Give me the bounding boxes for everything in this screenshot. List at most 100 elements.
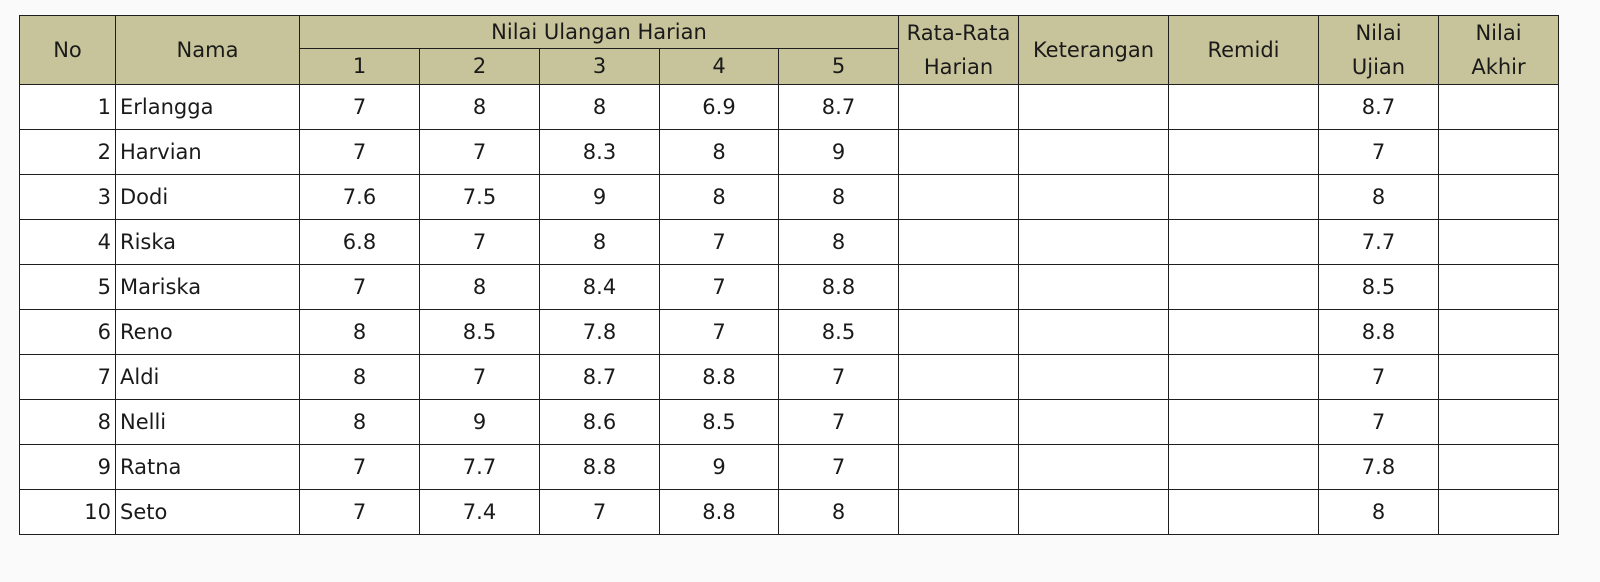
- cell-score-4[interactable]: 8.8: [659, 489, 779, 535]
- cell-nilai-ujian[interactable]: 7.8: [1318, 444, 1439, 490]
- cell-remidi[interactable]: [1168, 444, 1319, 490]
- cell-score-4[interactable]: 6.9: [659, 84, 779, 130]
- cell-keterangan[interactable]: [1018, 354, 1169, 400]
- header-test-3[interactable]: 3: [539, 47, 660, 86]
- cell-nama[interactable]: Nelli: [115, 399, 300, 445]
- cell-score-2[interactable]: 7: [419, 219, 540, 265]
- cell-score-5[interactable]: 8.5: [778, 309, 899, 355]
- header-no[interactable]: No: [19, 15, 116, 85]
- cell-score-2[interactable]: 7.7: [419, 444, 540, 490]
- cell-keterangan[interactable]: [1018, 129, 1169, 175]
- cell-score-3[interactable]: 8.7: [539, 354, 660, 400]
- cell-remidi[interactable]: [1168, 129, 1319, 175]
- cell-score-3[interactable]: 8.6: [539, 399, 660, 445]
- cell-keterangan[interactable]: [1018, 264, 1169, 310]
- cell-nama[interactable]: Dodi: [115, 174, 300, 220]
- cell-score-5[interactable]: 9: [778, 129, 899, 175]
- cell-score-2[interactable]: 8.5: [419, 309, 540, 355]
- cell-score-1[interactable]: 6.8: [299, 219, 420, 265]
- cell-score-4[interactable]: 8.8: [659, 354, 779, 400]
- cell-keterangan[interactable]: [1018, 444, 1169, 490]
- header-rata-rata-harian[interactable]: Rata-Rata Harian: [898, 15, 1019, 85]
- cell-no[interactable]: 1: [19, 84, 116, 130]
- cell-score-2[interactable]: 8: [419, 84, 540, 130]
- header-nilai-ujian[interactable]: Nilai Ujian: [1318, 15, 1439, 85]
- cell-nama[interactable]: Mariska: [115, 264, 300, 310]
- cell-nilai-ujian[interactable]: 8: [1318, 489, 1439, 535]
- cell-score-3[interactable]: 8.4: [539, 264, 660, 310]
- cell-no[interactable]: 6: [19, 309, 116, 355]
- cell-rata-rata-harian[interactable]: [898, 129, 1019, 175]
- cell-score-2[interactable]: 7.4: [419, 489, 540, 535]
- cell-rata-rata-harian[interactable]: [898, 219, 1019, 265]
- cell-nilai-ujian[interactable]: 7: [1318, 354, 1439, 400]
- cell-score-1[interactable]: 8: [299, 354, 420, 400]
- cell-nilai-akhir[interactable]: [1438, 219, 1559, 265]
- cell-nilai-akhir[interactable]: [1438, 444, 1559, 490]
- cell-rata-rata-harian[interactable]: [898, 309, 1019, 355]
- cell-remidi[interactable]: [1168, 174, 1319, 220]
- cell-nama[interactable]: Aldi: [115, 354, 300, 400]
- cell-keterangan[interactable]: [1018, 309, 1169, 355]
- cell-score-4[interactable]: 8: [659, 174, 779, 220]
- cell-score-1[interactable]: 7: [299, 489, 420, 535]
- cell-score-5[interactable]: 8.8: [778, 264, 899, 310]
- cell-rata-rata-harian[interactable]: [898, 399, 1019, 445]
- header-test-4[interactable]: 4: [659, 47, 779, 86]
- cell-score-3[interactable]: 7: [539, 489, 660, 535]
- cell-nama[interactable]: Seto: [115, 489, 300, 535]
- cell-nilai-ujian[interactable]: 8.7: [1318, 84, 1439, 130]
- cell-rata-rata-harian[interactable]: [898, 444, 1019, 490]
- cell-nilai-akhir[interactable]: [1438, 489, 1559, 535]
- cell-keterangan[interactable]: [1018, 399, 1169, 445]
- cell-score-4[interactable]: 8: [659, 129, 779, 175]
- cell-remidi[interactable]: [1168, 84, 1319, 130]
- cell-score-2[interactable]: 8: [419, 264, 540, 310]
- cell-keterangan[interactable]: [1018, 84, 1169, 130]
- cell-score-1[interactable]: 7: [299, 444, 420, 490]
- cell-nilai-akhir[interactable]: [1438, 84, 1559, 130]
- cell-nama[interactable]: Erlangga: [115, 84, 300, 130]
- cell-remidi[interactable]: [1168, 489, 1319, 535]
- cell-score-5[interactable]: 8.7: [778, 84, 899, 130]
- cell-score-5[interactable]: 8: [778, 219, 899, 265]
- cell-score-3[interactable]: 9: [539, 174, 660, 220]
- header-nama[interactable]: Nama: [115, 15, 300, 85]
- cell-nilai-akhir[interactable]: [1438, 399, 1559, 445]
- cell-keterangan[interactable]: [1018, 489, 1169, 535]
- cell-score-1[interactable]: 8: [299, 309, 420, 355]
- cell-score-1[interactable]: 8: [299, 399, 420, 445]
- cell-score-3[interactable]: 8.8: [539, 444, 660, 490]
- cell-score-2[interactable]: 7.5: [419, 174, 540, 220]
- cell-nilai-akhir[interactable]: [1438, 129, 1559, 175]
- cell-remidi[interactable]: [1168, 309, 1319, 355]
- cell-nilai-akhir[interactable]: [1438, 264, 1559, 310]
- cell-remidi[interactable]: [1168, 354, 1319, 400]
- header-nilai-ulangan-harian[interactable]: Nilai Ulangan Harian: [299, 15, 899, 49]
- cell-rata-rata-harian[interactable]: [898, 264, 1019, 310]
- header-test-2[interactable]: 2: [419, 47, 540, 86]
- cell-nilai-akhir[interactable]: [1438, 309, 1559, 355]
- cell-score-3[interactable]: 8: [539, 219, 660, 265]
- header-test-5[interactable]: 5: [778, 47, 899, 86]
- header-keterangan[interactable]: Keterangan: [1018, 15, 1169, 85]
- header-nilai-akhir[interactable]: Nilai Akhir: [1438, 15, 1559, 85]
- cell-score-1[interactable]: 7: [299, 84, 420, 130]
- cell-keterangan[interactable]: [1018, 174, 1169, 220]
- cell-nama[interactable]: Ratna: [115, 444, 300, 490]
- cell-no[interactable]: 8: [19, 399, 116, 445]
- cell-nama[interactable]: Riska: [115, 219, 300, 265]
- cell-score-1[interactable]: 7.6: [299, 174, 420, 220]
- cell-score-1[interactable]: 7: [299, 129, 420, 175]
- cell-nilai-ujian[interactable]: 8.5: [1318, 264, 1439, 310]
- cell-nilai-akhir[interactable]: [1438, 354, 1559, 400]
- cell-nilai-ujian[interactable]: 7: [1318, 129, 1439, 175]
- header-test-1[interactable]: 1: [299, 47, 420, 86]
- cell-score-2[interactable]: 7: [419, 129, 540, 175]
- cell-nilai-ujian[interactable]: 8.8: [1318, 309, 1439, 355]
- cell-nilai-ujian[interactable]: 8: [1318, 174, 1439, 220]
- cell-score-3[interactable]: 8.3: [539, 129, 660, 175]
- header-remidi[interactable]: Remidi: [1168, 15, 1319, 85]
- cell-score-5[interactable]: 7: [778, 399, 899, 445]
- cell-score-4[interactable]: 7: [659, 264, 779, 310]
